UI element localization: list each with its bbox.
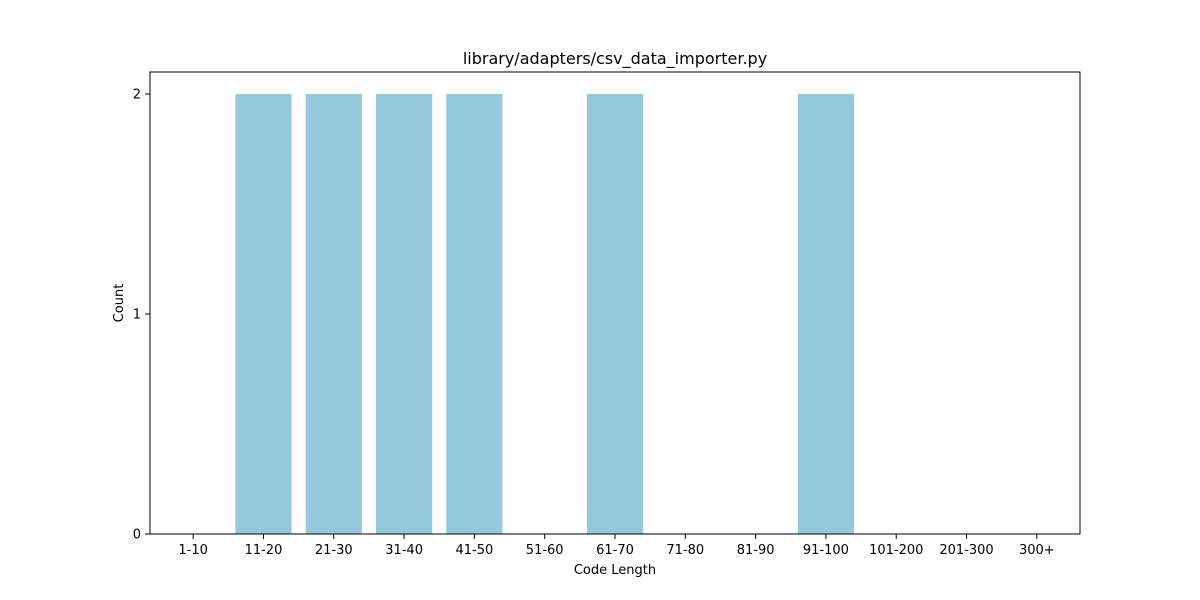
y-axis-label: Count <box>112 284 127 323</box>
bar-21-30 <box>306 94 362 534</box>
bar-11-20 <box>235 94 291 534</box>
x-tick-label: 51-60 <box>526 543 564 558</box>
y-tick-label: 2 <box>133 88 141 103</box>
x-tick-label: 61-70 <box>596 543 634 558</box>
bar-61-70 <box>587 94 643 534</box>
y-tick-label: 0 <box>133 528 141 543</box>
x-tick-label: 71-80 <box>666 543 704 558</box>
x-tick-label: 21-30 <box>315 543 353 558</box>
bar-31-40 <box>376 94 432 534</box>
x-tick-label: 91-100 <box>803 543 849 558</box>
bar-91-100 <box>798 94 854 534</box>
x-axis-label: Code Length <box>574 563 656 578</box>
x-tick-label: 300+ <box>1019 543 1055 558</box>
bars-layer <box>235 94 854 534</box>
x-tick-label: 1-10 <box>178 543 208 558</box>
y-tick-label: 1 <box>133 308 141 323</box>
bar-41-50 <box>446 94 502 534</box>
x-tick-label: 31-40 <box>385 543 423 558</box>
x-tick-label: 41-50 <box>455 543 493 558</box>
chart-title: library/adapters/csv_data_importer.py <box>463 49 767 69</box>
x-tick-label: 81-90 <box>737 543 775 558</box>
x-tick-label: 101-200 <box>869 543 923 558</box>
x-tick-label: 11-20 <box>245 543 283 558</box>
x-tick-label: 201-300 <box>939 543 993 558</box>
